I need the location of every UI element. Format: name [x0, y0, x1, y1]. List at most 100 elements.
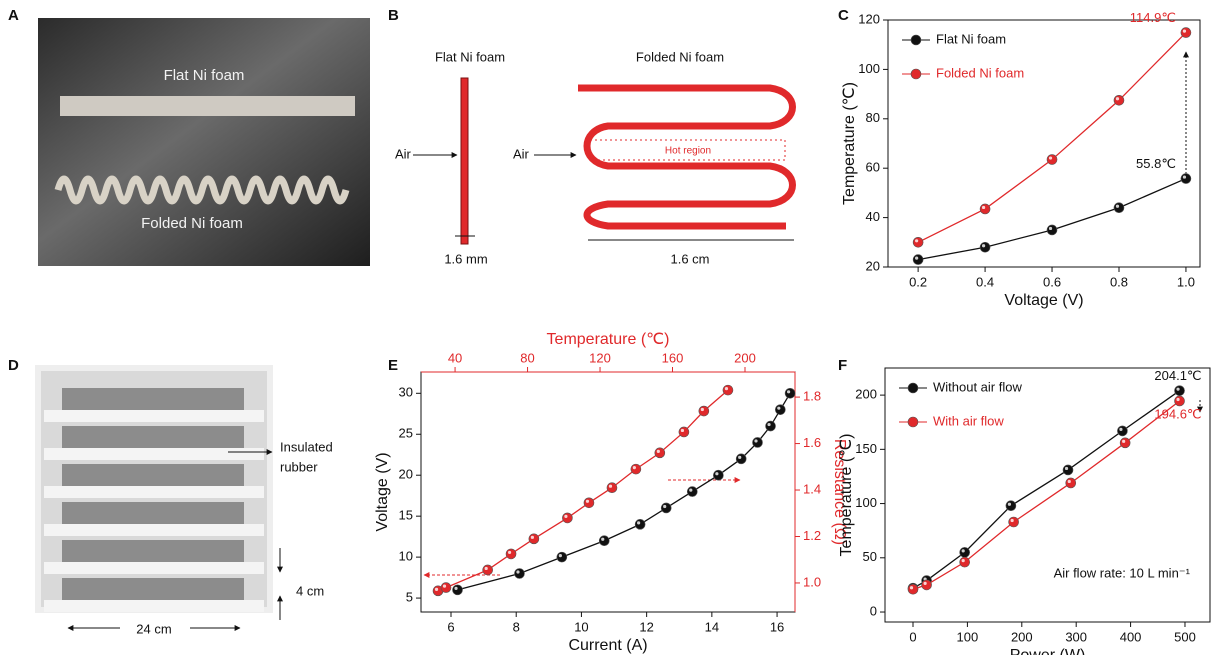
- legend-label: Folded Ni foam: [936, 65, 1024, 80]
- y-axis-label: Temperature (℃): [838, 434, 855, 557]
- annotation: 194.6℃: [1154, 406, 1201, 421]
- dimension-label: 24 cm: [136, 621, 171, 636]
- note: Air flow rate: 10 L min⁻¹: [1054, 565, 1191, 580]
- data-point: [713, 469, 724, 481]
- point-highlight: [1115, 97, 1120, 101]
- x-tick-label: 8: [513, 619, 520, 634]
- annotation: 114.9℃: [1130, 10, 1176, 25]
- x-tick-label: 300: [1065, 629, 1087, 644]
- data-point: [1174, 385, 1185, 396]
- point-highlight: [434, 587, 439, 591]
- x2-tick-label: 120: [589, 350, 611, 365]
- point-highlight: [767, 422, 771, 427]
- data-point: [959, 547, 970, 558]
- point-highlight: [715, 472, 719, 476]
- legend-label: With air flow: [933, 413, 1004, 428]
- data-point: [1117, 425, 1128, 437]
- data-point: [528, 533, 540, 545]
- plot-frame: [884, 367, 1211, 623]
- x-tick-label: 0: [909, 629, 916, 644]
- point-highlight: [484, 566, 488, 571]
- x-tick-label: 400: [1120, 629, 1142, 644]
- point-highlight: [915, 256, 919, 260]
- data-point: [1119, 437, 1131, 449]
- point-highlight: [516, 570, 520, 574]
- x2-tick-label: 160: [662, 350, 684, 365]
- series-line: [437, 389, 729, 592]
- data-point: [959, 556, 970, 568]
- y2-tick-label: 1.6: [803, 435, 821, 450]
- legend-marker: [907, 382, 919, 394]
- data-point: [1062, 464, 1074, 476]
- y-axis-label: Voltage (V): [374, 452, 391, 531]
- point-highlight: [777, 406, 781, 410]
- dimension-label: 1.6 cm: [670, 251, 709, 266]
- y2-tick-label: 1.4: [803, 481, 821, 496]
- y-axis-label: Temperature (℃): [841, 82, 858, 205]
- x-tick-label: 6: [447, 619, 454, 634]
- data-point: [1046, 224, 1058, 236]
- data-point: [1005, 500, 1017, 512]
- point-highlight: [632, 466, 637, 470]
- legend-marker: [910, 68, 922, 80]
- slat-gap: [62, 464, 244, 486]
- data-point: [912, 254, 924, 265]
- y2-axis-label: Resistance (Ω): [831, 439, 848, 545]
- data-point: [1180, 27, 1192, 38]
- data-point: [654, 447, 666, 459]
- point-highlight: [724, 387, 729, 391]
- flat-foam: [60, 96, 355, 116]
- folded-foam: [54, 175, 350, 205]
- slat: [44, 562, 264, 574]
- plot-frame: [420, 371, 796, 613]
- point-highlight: [1048, 156, 1053, 160]
- y-tick-label: 120: [858, 11, 880, 26]
- photo-background: [38, 18, 370, 266]
- point-highlight: [1122, 439, 1126, 443]
- y-tick-label: 40: [866, 209, 880, 224]
- panel-label: E: [388, 357, 398, 374]
- y2-tick-label: 1.8: [803, 389, 821, 404]
- point-highlight: [454, 586, 458, 590]
- point-highlight: [1010, 518, 1014, 523]
- point-highlight: [689, 488, 693, 492]
- point-highlight: [637, 521, 641, 525]
- y-tick-label: 100: [855, 495, 877, 510]
- point-highlight: [507, 550, 512, 555]
- dimension-label: 4 cm: [296, 583, 324, 598]
- data-point: [1046, 154, 1058, 165]
- point-highlight: [915, 239, 919, 243]
- dimension-label: 1.6 mm: [444, 251, 487, 266]
- data-point: [1008, 516, 1019, 528]
- legend-marker: [910, 34, 922, 46]
- data-point: [452, 584, 463, 596]
- series-line: [918, 177, 1187, 261]
- point-highlight: [601, 537, 605, 541]
- data-point: [979, 241, 991, 253]
- data-point: [1174, 395, 1185, 407]
- data-point: [1180, 173, 1192, 184]
- point-highlight: [656, 449, 660, 453]
- flat-foam-section: [460, 77, 469, 245]
- slats: [44, 388, 264, 612]
- data-point: [660, 502, 672, 514]
- data-point: [722, 384, 734, 396]
- y-tick-label: 50: [863, 549, 877, 564]
- point-highlight: [680, 428, 685, 433]
- photo-label: Folded Ni foam: [141, 215, 243, 232]
- y-tick-label: 30: [399, 385, 413, 400]
- x-tick-label: 16: [770, 619, 784, 634]
- x-tick-label: 0.8: [1110, 274, 1128, 289]
- y-tick-label: 25: [399, 426, 413, 441]
- slat-gap: [62, 388, 244, 410]
- point-highlight: [442, 584, 447, 588]
- point-highlight: [1176, 397, 1180, 402]
- panel-label: C: [838, 7, 849, 24]
- data-point: [735, 453, 747, 465]
- x-axis-label: Voltage (V): [1004, 292, 1083, 309]
- slat-gap: [62, 578, 244, 600]
- y-tick-label: 15: [399, 508, 413, 523]
- panel-label: B: [388, 7, 399, 24]
- annotation: rubber: [280, 459, 318, 474]
